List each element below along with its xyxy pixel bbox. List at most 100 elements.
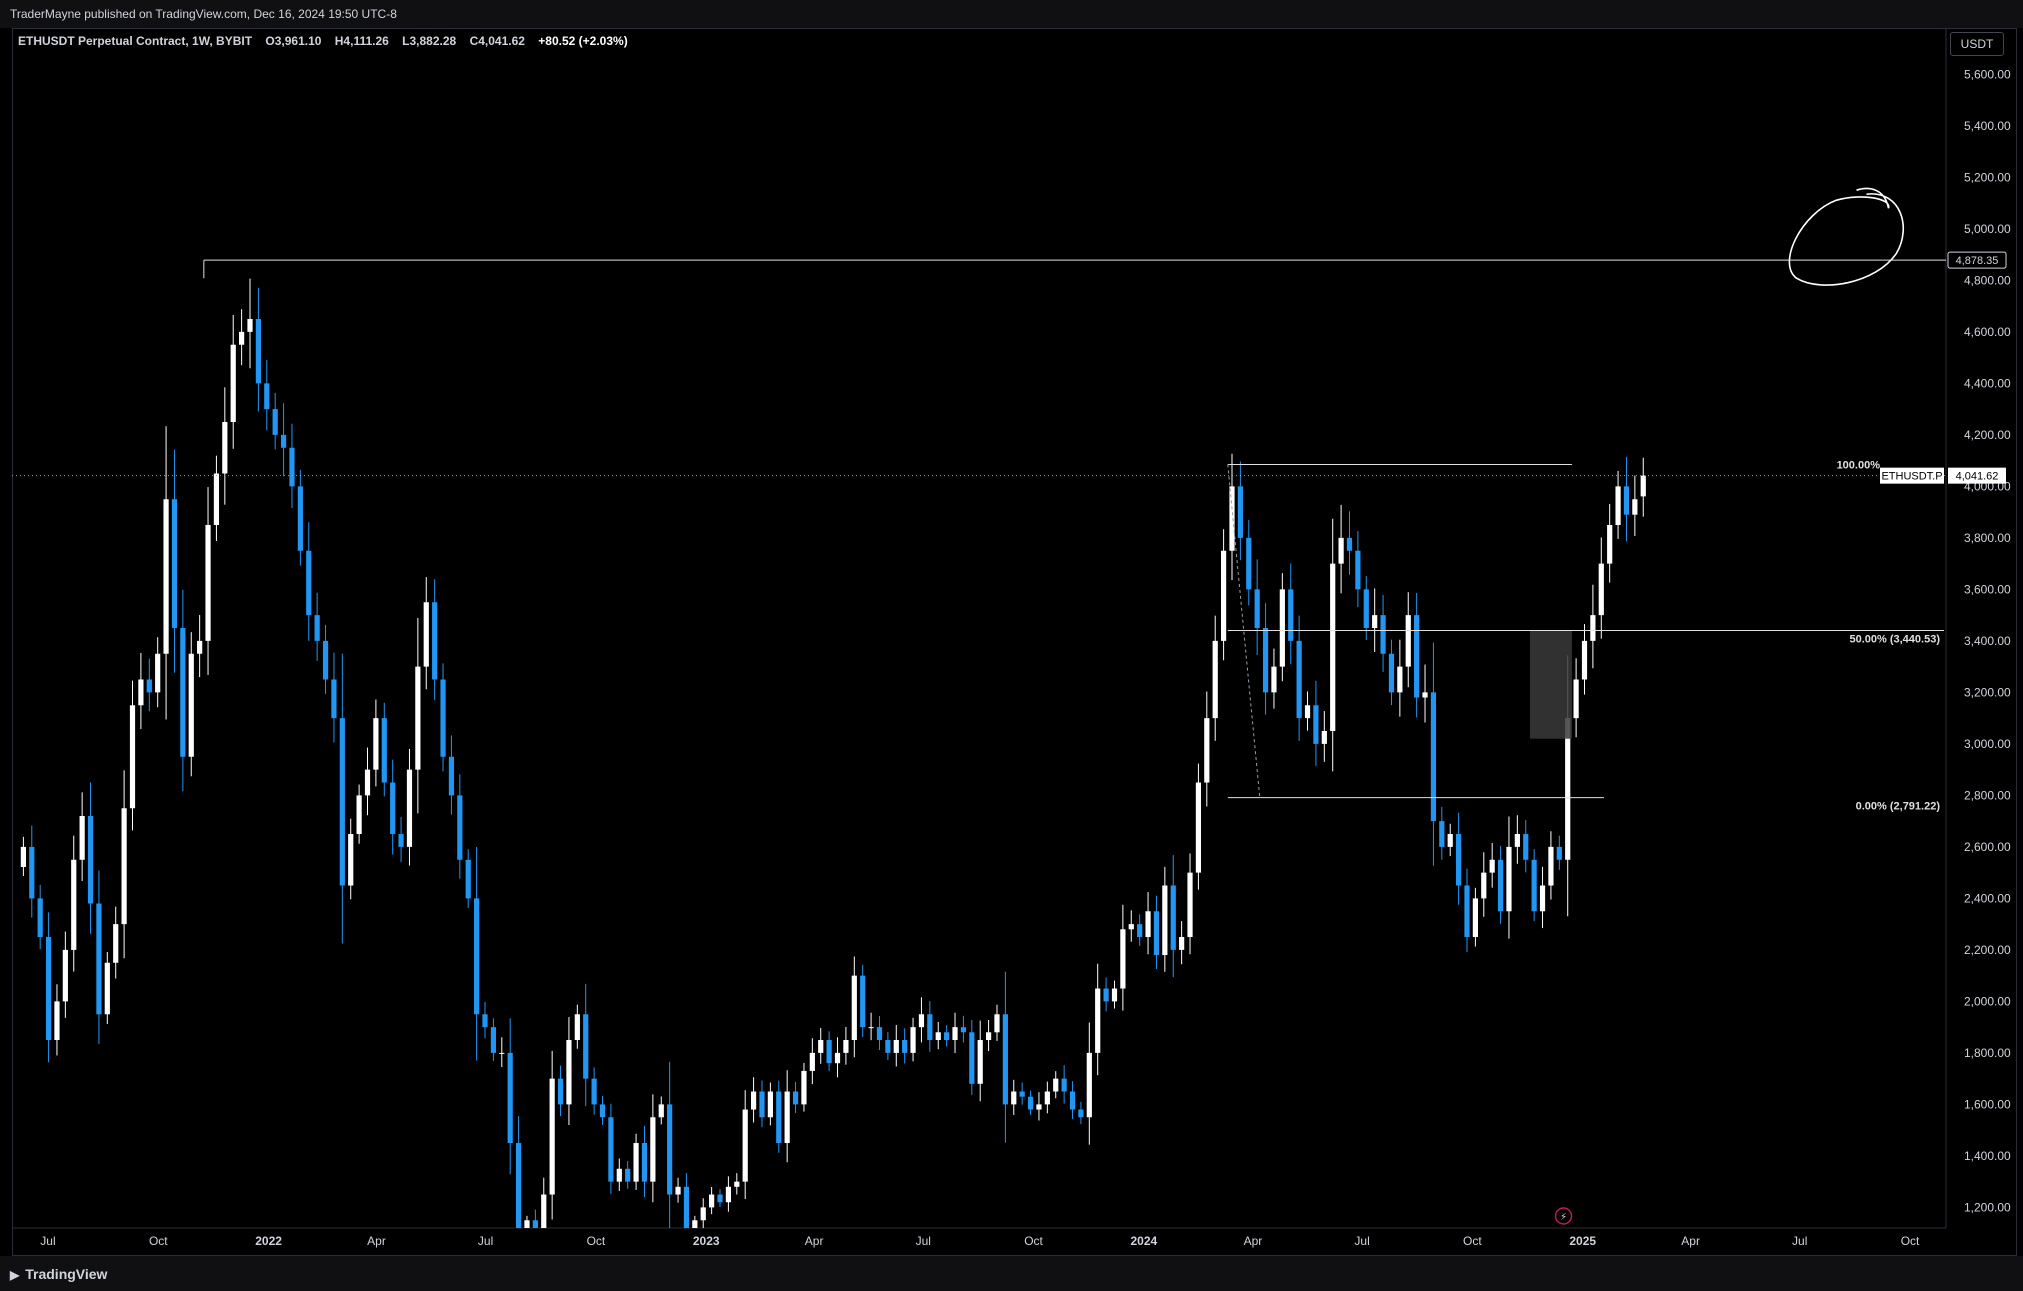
publish-text: TraderMayne published on TradingView.com… <box>10 7 397 21</box>
time-axis-label: Jul <box>478 1234 493 1248</box>
candle-body <box>1111 988 1118 1002</box>
candle-body <box>633 1143 639 1182</box>
price-axis-label: 2,600.00 <box>1964 840 2011 854</box>
hand-drawn-circle <box>1788 187 1905 286</box>
candle-body <box>213 473 220 525</box>
candle-body <box>239 331 245 345</box>
candle-body <box>1053 1078 1059 1092</box>
candle-body <box>792 1091 799 1105</box>
candle-body <box>1514 834 1520 847</box>
candle-body <box>1539 885 1546 912</box>
candle-body <box>734 1181 740 1187</box>
candle-body <box>247 318 253 332</box>
candle-body <box>1002 1014 1008 1105</box>
candle-body <box>818 1040 824 1053</box>
candle-body <box>574 1014 580 1041</box>
candle-body <box>524 1220 530 1228</box>
chart-frame[interactable] <box>12 28 2017 1256</box>
candle-body <box>1011 1091 1017 1105</box>
price-axis-label: 4,600.00 <box>1964 325 2011 339</box>
candle-body <box>1271 666 1277 693</box>
candle-body <box>306 550 312 616</box>
price-axis-label: 5,000.00 <box>1964 222 2011 236</box>
candle-body <box>1573 679 1579 719</box>
time-axis-label: Oct <box>149 1234 168 1248</box>
candle-body <box>1153 911 1160 956</box>
candle-body <box>79 815 85 860</box>
candle-body <box>809 1052 815 1071</box>
candle-body <box>985 1032 992 1041</box>
candle-body <box>448 756 455 796</box>
candle-body <box>230 344 236 422</box>
candle-body <box>1439 821 1445 847</box>
candle-body <box>155 653 161 693</box>
ath-price-box <box>1947 251 2007 269</box>
price-axis-label: 2,400.00 <box>1964 891 2011 905</box>
candle-body <box>1355 550 1361 590</box>
candle-body <box>113 924 119 963</box>
candle-body <box>583 1014 589 1079</box>
symbol-legend[interactable]: ETHUSDT Perpetual Contract, 1W, BYBIT O3… <box>18 34 628 48</box>
candle-body <box>171 499 178 628</box>
time-axis-label: Oct <box>1463 1234 1482 1248</box>
candle-body <box>197 640 203 654</box>
candle-body <box>1430 692 1437 822</box>
candle-body <box>348 834 354 886</box>
time-axis-label: Oct <box>1024 1234 1043 1248</box>
candle-body <box>1103 988 1109 1002</box>
price-axis-label: 3,400.00 <box>1964 634 2011 648</box>
tradingview-logo[interactable]: ▶ TradingView <box>10 1266 107 1282</box>
currency-unit-button[interactable]: USDT <box>1950 32 2004 56</box>
candle-body <box>188 653 194 757</box>
candle-body <box>1414 615 1420 698</box>
publish-bar: TraderMayne published on TradingView.com… <box>0 0 2023 28</box>
candle-body <box>1380 615 1386 654</box>
candle-body <box>1170 885 1176 950</box>
candle-body <box>339 718 345 886</box>
tradingview-brand: TradingView <box>25 1266 108 1282</box>
candle-body <box>1137 924 1143 938</box>
candle-body <box>759 1091 765 1118</box>
candle-body <box>1447 834 1453 847</box>
candle-body <box>129 705 136 809</box>
candle-body <box>650 1117 656 1182</box>
candle-body <box>1481 872 1487 899</box>
candle-body <box>608 1117 614 1182</box>
candle-body <box>1388 653 1395 693</box>
candle-body <box>994 1014 1000 1033</box>
candle-body <box>515 1143 522 1228</box>
candle-body <box>20 846 26 867</box>
candle-body <box>549 1078 555 1195</box>
candle-body <box>1262 628 1269 693</box>
candle-body <box>927 1014 933 1041</box>
candle-body <box>784 1091 790 1144</box>
candle-body <box>1246 537 1252 590</box>
price-axis-label: 1,600.00 <box>1964 1097 2011 1111</box>
candle-body <box>1598 563 1604 616</box>
legend-symbol[interactable]: ETHUSDT Perpetual Contract, 1W, BYBIT <box>18 34 253 48</box>
price-axis-label: 3,600.00 <box>1964 582 2011 596</box>
candle-body <box>87 815 94 904</box>
candle-body <box>1220 550 1227 641</box>
candle-body <box>1422 692 1428 698</box>
time-axis-label: 2023 <box>693 1234 720 1248</box>
candle-body <box>1489 859 1495 873</box>
price-axis-label: 3,000.00 <box>1964 737 2011 751</box>
candle-body <box>876 1027 883 1041</box>
candle-body <box>541 1194 547 1228</box>
candle-body <box>423 602 429 667</box>
candle-body <box>1531 859 1537 912</box>
candle-body <box>834 1052 841 1064</box>
time-axis-label: Jul <box>1354 1234 1369 1248</box>
candle-body <box>331 679 337 719</box>
candle-body <box>1254 589 1260 628</box>
candle-body <box>692 1220 698 1228</box>
candle-body <box>641 1143 648 1182</box>
candle-body <box>1069 1091 1076 1110</box>
legend-high: H4,111.26 <box>334 34 389 48</box>
candle-body <box>868 1027 874 1029</box>
candle-body <box>599 1104 606 1118</box>
candle-body <box>1506 846 1512 912</box>
candle-body <box>851 975 857 1041</box>
